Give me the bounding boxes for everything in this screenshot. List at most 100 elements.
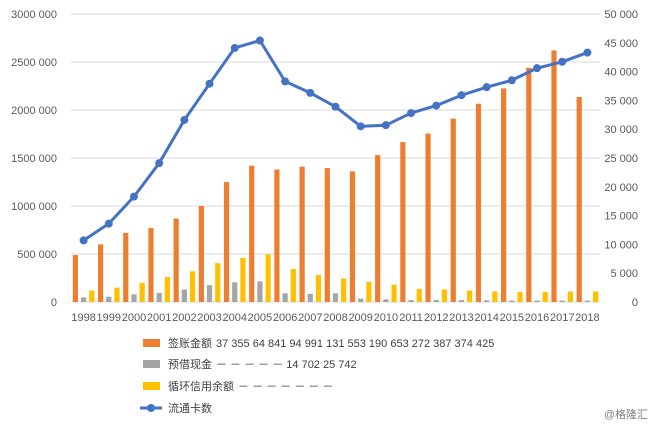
bar-预借现金 bbox=[383, 299, 389, 302]
bar-预借现金 bbox=[408, 300, 414, 302]
bar-预借现金 bbox=[559, 300, 565, 302]
y-right-tick-label: 10 000 bbox=[604, 239, 638, 251]
legend-extra-text: － － － － － － － bbox=[238, 381, 333, 393]
x-tick-label: 2018 bbox=[575, 312, 599, 324]
legend-extra-text: － － － － － 14 702 25 742 bbox=[216, 359, 357, 371]
bar-预借现金 bbox=[206, 285, 213, 302]
bar-签账金额 bbox=[349, 171, 356, 302]
point-流通卡数 bbox=[356, 122, 365, 131]
bar-预借现金 bbox=[458, 300, 465, 302]
watermark: @格隆汇 bbox=[604, 407, 648, 421]
point-流通卡数 bbox=[281, 77, 290, 86]
point-流通卡数 bbox=[381, 121, 390, 130]
bar-预借现金 bbox=[282, 293, 288, 302]
bar-循环信用余额 bbox=[290, 268, 296, 302]
point-流通卡数 bbox=[583, 48, 592, 57]
bar-签账金额 bbox=[198, 206, 204, 302]
y-left-tick-label: 2500 000 bbox=[11, 57, 57, 69]
x-tick-label: 2003 bbox=[197, 312, 221, 324]
x-tick-label: 2008 bbox=[323, 312, 347, 324]
bar-预借现金 bbox=[484, 300, 490, 302]
bar-签账金额 bbox=[576, 97, 582, 302]
bar-循环信用余额 bbox=[164, 277, 170, 302]
y-right-tick-label: 30 000 bbox=[604, 124, 638, 136]
y-right-tick-label: 20 000 bbox=[604, 182, 638, 194]
point-流通卡数 bbox=[432, 101, 441, 110]
bar-预借现金 bbox=[181, 289, 187, 302]
bar-预借现金 bbox=[332, 293, 339, 302]
point-流通卡数 bbox=[533, 64, 542, 73]
point-流通卡数 bbox=[129, 192, 138, 201]
point-流通卡数 bbox=[457, 91, 466, 100]
bar-循环信用余额 bbox=[492, 291, 498, 302]
bar-循环信用余额 bbox=[341, 278, 347, 302]
bar-循环信用余额 bbox=[89, 290, 95, 302]
point-流通卡数 bbox=[205, 79, 214, 88]
point-流通卡数 bbox=[558, 57, 567, 66]
bar-预借现金 bbox=[156, 292, 162, 302]
x-tick-label: 2007 bbox=[298, 312, 322, 324]
y-left-tick-label: 1000 000 bbox=[11, 201, 57, 213]
bar-循环信用余额 bbox=[416, 289, 422, 302]
bar-循环信用余额 bbox=[189, 271, 196, 302]
x-tick-label: 2010 bbox=[374, 312, 398, 324]
bar-预借现金 bbox=[584, 300, 591, 302]
y-left-tick-label: 0 bbox=[51, 297, 57, 309]
x-tick-label: 1999 bbox=[97, 312, 121, 324]
y-right-tick-label: 35 000 bbox=[604, 95, 638, 107]
legend-extra-text: 37 355 64 841 94 991 131 553 190 653 272… bbox=[216, 338, 494, 350]
bar-循环信用余额 bbox=[215, 263, 221, 302]
bar-循环信用余额 bbox=[391, 284, 397, 302]
bar-预借现金 bbox=[307, 293, 313, 302]
bar-签账金额 bbox=[475, 103, 482, 302]
bar-预借现金 bbox=[358, 298, 364, 302]
bar-循环信用余额 bbox=[366, 281, 372, 302]
bar-签账金额 bbox=[450, 118, 456, 302]
legend-label: 流通卡数 bbox=[168, 401, 212, 415]
point-流通卡数 bbox=[155, 159, 164, 168]
legend-label: 循环信用余额 bbox=[168, 379, 234, 393]
y-left-tick-label: 1500 000 bbox=[11, 153, 57, 165]
bar-预借现金 bbox=[232, 282, 238, 302]
x-tick-label: 2001 bbox=[147, 312, 171, 324]
y-left-tick-label: 2000 000 bbox=[11, 105, 57, 117]
x-tick-label: 2017 bbox=[550, 312, 574, 324]
bar-签账金额 bbox=[223, 182, 230, 302]
bar-签账金额 bbox=[324, 168, 330, 302]
bar-预借现金 bbox=[257, 281, 263, 302]
legend-label: 签账金额 bbox=[168, 336, 212, 350]
x-tick-label: 2014 bbox=[474, 312, 498, 324]
y-right-tick-label: 0 bbox=[632, 297, 638, 309]
y-right-tick-label: 25 000 bbox=[604, 153, 638, 165]
bar-循环信用余额 bbox=[315, 275, 322, 302]
bar-签账金额 bbox=[249, 165, 255, 302]
x-tick-label: 2013 bbox=[449, 312, 473, 324]
y-right-tick-label: 5 000 bbox=[610, 268, 638, 280]
bar-签账金额 bbox=[551, 50, 557, 303]
point-流通卡数 bbox=[331, 102, 340, 111]
bar-预借现金 bbox=[509, 300, 515, 302]
bar-签账金额 bbox=[400, 142, 406, 302]
point-流通卡数 bbox=[180, 115, 189, 124]
y-right-tick-label: 15 000 bbox=[604, 211, 638, 223]
bar-预借现金 bbox=[534, 300, 540, 302]
x-tick-label: 2012 bbox=[424, 312, 448, 324]
line-流通卡数 bbox=[82, 38, 588, 242]
legend-label: 预借现金 bbox=[168, 357, 212, 371]
bar-循环信用余额 bbox=[139, 282, 145, 302]
bar-循环信用余额 bbox=[114, 287, 120, 302]
y-right-tick-label: 45 000 bbox=[604, 38, 638, 50]
x-tick-label: 2002 bbox=[172, 312, 196, 324]
bar-循环信用余额 bbox=[542, 291, 548, 302]
bar-签账金额 bbox=[425, 133, 431, 302]
bar-预借现金 bbox=[433, 300, 439, 302]
point-流通卡数 bbox=[79, 236, 88, 245]
bar-循环信用余额 bbox=[517, 291, 523, 302]
bar-循环信用余额 bbox=[567, 291, 574, 302]
point-流通卡数 bbox=[306, 88, 315, 97]
bar-签账金额 bbox=[299, 166, 305, 302]
legend-point-marker bbox=[147, 404, 155, 412]
legend-swatch bbox=[143, 360, 160, 368]
bar-签账金额 bbox=[123, 232, 129, 302]
